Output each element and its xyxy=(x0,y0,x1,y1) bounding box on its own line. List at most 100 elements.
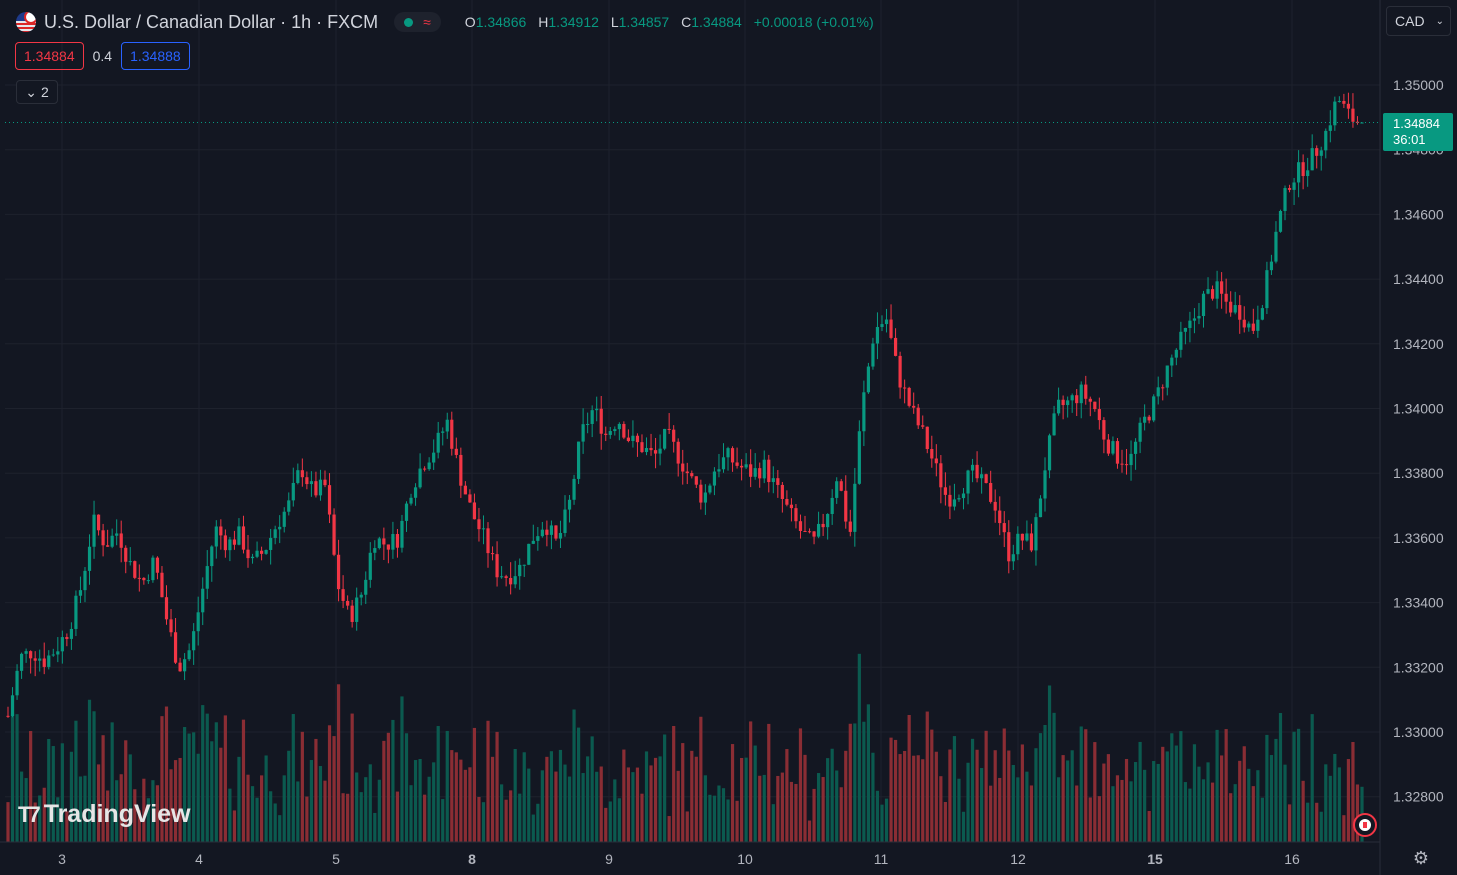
candle-body xyxy=(581,424,585,442)
market-status[interactable]: ≈ xyxy=(394,12,441,32)
volume-bar xyxy=(1102,763,1106,842)
volume-bar xyxy=(984,730,988,842)
volume-bar xyxy=(1056,777,1061,842)
time-tick-label: 16 xyxy=(1284,851,1300,867)
candle-body xyxy=(1301,162,1305,177)
volume-bar xyxy=(341,793,345,842)
price-axis[interactable]: 1.350001.348001.346001.344001.342001.340… xyxy=(1379,0,1444,875)
candle-body xyxy=(998,510,1002,524)
candle-body xyxy=(590,410,594,424)
candle-body xyxy=(540,529,544,537)
volume-bar xyxy=(921,759,925,842)
volume-bar xyxy=(78,776,83,842)
candle-body xyxy=(287,500,291,512)
last-price-label: 1.34884 36:01 xyxy=(1383,113,1453,151)
settings-icon[interactable]: ⚙ xyxy=(1412,847,1430,868)
candle-body xyxy=(513,576,517,585)
volume-bar xyxy=(1075,785,1079,842)
candle-body xyxy=(1102,420,1106,440)
candle-body xyxy=(241,526,246,550)
candle-body xyxy=(1111,441,1115,454)
volume-bar xyxy=(187,733,191,842)
volume-bar xyxy=(309,760,314,842)
candle-body xyxy=(961,493,966,499)
volume-bar xyxy=(1206,762,1210,842)
volume-bar xyxy=(1297,728,1301,842)
candle-body xyxy=(1229,301,1233,313)
candle-body xyxy=(690,473,694,477)
candle-body xyxy=(278,526,282,530)
buy-button[interactable]: 1.34888 xyxy=(121,42,190,70)
volume-bar xyxy=(327,725,332,842)
volume-bar xyxy=(635,767,640,842)
candle-body xyxy=(146,580,150,582)
volume-bar xyxy=(133,789,137,842)
candle-body xyxy=(916,407,920,426)
price-tick-label: 1.33800 xyxy=(1393,465,1444,481)
volume-bar xyxy=(1143,769,1147,842)
candle-body xyxy=(142,577,146,581)
candle-body xyxy=(1342,100,1346,104)
price-tick-label: 1.33200 xyxy=(1393,659,1444,675)
volume-bar xyxy=(1038,733,1043,842)
volume-bar xyxy=(617,798,621,842)
candle-body xyxy=(341,589,345,601)
volume-bar xyxy=(857,653,861,842)
candle-body xyxy=(364,579,368,595)
trade-panel: 1.34884 0.4 1.34888 xyxy=(15,42,190,70)
volume-bar xyxy=(776,775,780,842)
candle-body xyxy=(1174,349,1178,358)
candle-body xyxy=(296,470,300,483)
volume-bar xyxy=(250,786,255,842)
volume-bar xyxy=(1274,738,1278,842)
data-delay-icon: ≈ xyxy=(423,14,431,30)
symbol-title[interactable]: U.S. Dollar / Canadian Dollar · 1h · FXC… xyxy=(44,11,379,32)
candle-body xyxy=(504,576,508,578)
candle-body xyxy=(60,637,64,652)
candle-body xyxy=(300,470,304,478)
candle-body xyxy=(368,552,372,580)
volume-bar xyxy=(948,749,952,842)
volume-bar xyxy=(522,752,526,842)
volume-bar xyxy=(916,755,920,842)
price-tick-label: 1.32800 xyxy=(1393,789,1444,805)
volume-bar xyxy=(866,704,871,842)
indicators-toggle[interactable]: ⌄ 2 xyxy=(16,80,58,104)
sell-button[interactable]: 1.34884 xyxy=(15,42,84,70)
volume-bar xyxy=(481,802,486,842)
volume-bar xyxy=(789,781,794,842)
volume-bar xyxy=(1152,761,1156,842)
volume-bar xyxy=(540,770,544,842)
candle-body xyxy=(830,497,834,514)
candlesticks xyxy=(6,92,1364,718)
tradingview-logo[interactable]: T7 TradingView xyxy=(18,800,191,829)
candle-body xyxy=(377,538,381,549)
candle-body xyxy=(436,432,440,453)
volume-bar xyxy=(961,811,966,842)
volume-bar xyxy=(246,774,250,842)
candle-body xyxy=(1315,148,1319,156)
volume-bar xyxy=(970,738,975,842)
volume-bar xyxy=(269,791,273,842)
chevron-down-icon: ⌄ xyxy=(25,83,37,100)
volume-bar xyxy=(355,772,359,842)
volume-bar xyxy=(1306,802,1310,842)
volume-bar xyxy=(1260,797,1264,842)
volume-bar xyxy=(631,772,635,842)
volume-bar xyxy=(989,785,993,842)
volume-bar xyxy=(622,749,626,842)
candle-body xyxy=(604,433,608,435)
candle-body xyxy=(536,536,540,541)
candle-body xyxy=(907,387,911,406)
volume-bar xyxy=(33,802,37,842)
time-axis[interactable]: 3 4 5 8 9 10 11 12 15 16 xyxy=(0,841,1380,867)
volume-bar xyxy=(730,744,735,842)
volume-bar xyxy=(210,741,214,842)
candle-body xyxy=(640,442,644,453)
volume-bar xyxy=(807,820,812,842)
canada-flag-event-icon[interactable] xyxy=(1353,813,1377,837)
currency-select[interactable]: CAD ⌄ xyxy=(1386,6,1451,36)
volume-bar xyxy=(703,775,707,842)
volume-bar xyxy=(196,753,200,842)
